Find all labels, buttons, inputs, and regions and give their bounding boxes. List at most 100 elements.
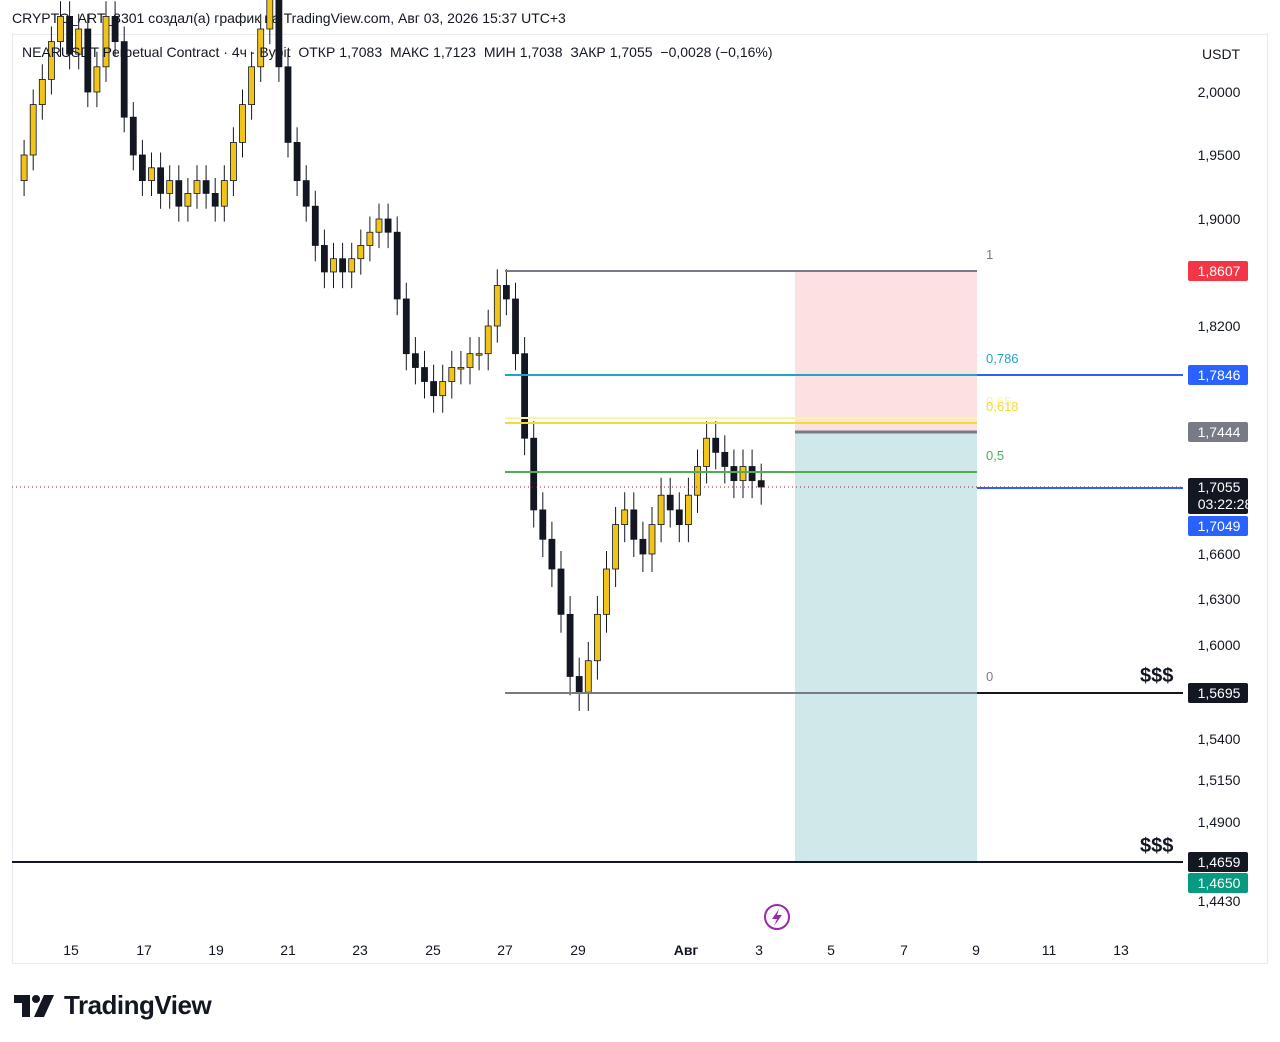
candle-body xyxy=(502,285,510,300)
x-tick-label: 29 xyxy=(570,942,586,958)
x-tick-label: 21 xyxy=(280,942,296,958)
candle-body xyxy=(48,41,55,80)
candle-body xyxy=(484,325,492,355)
candle-body xyxy=(293,141,301,181)
candle-body xyxy=(675,509,683,526)
candle-body xyxy=(339,258,347,273)
chart-frame xyxy=(12,34,1268,964)
candle-body xyxy=(311,205,319,246)
countdown-label: 03:22:28 xyxy=(1198,496,1253,512)
candle-body xyxy=(657,494,665,526)
fib-label: 1 xyxy=(986,247,993,262)
candle-body xyxy=(166,180,174,194)
candle-body xyxy=(66,15,73,55)
candle-body xyxy=(75,28,83,55)
candle-body xyxy=(630,509,638,540)
candle-body xyxy=(302,180,310,207)
y-tick-label: 1,5150 xyxy=(1198,772,1241,788)
candle-body xyxy=(211,192,219,207)
candle-body xyxy=(357,245,365,260)
candle-body xyxy=(148,167,155,182)
candle-body xyxy=(330,258,337,273)
candle-body xyxy=(229,141,237,181)
candle-body xyxy=(748,466,756,482)
candle-body xyxy=(29,104,37,156)
tradingview-logo-icon xyxy=(14,994,54,1017)
candle-body xyxy=(384,218,392,233)
candle-body xyxy=(439,381,447,397)
price-label-box xyxy=(1188,478,1248,514)
candle-body xyxy=(421,367,428,382)
candle-body xyxy=(430,381,438,397)
candle-body xyxy=(366,231,374,246)
x-tick-label: 7 xyxy=(900,942,908,958)
candle-body xyxy=(411,353,419,368)
fib-label: 0,5 xyxy=(986,448,1004,463)
candle-body xyxy=(266,0,274,30)
x-tick-label: 5 xyxy=(827,942,835,958)
price-label: 1,7049 xyxy=(1198,518,1241,534)
x-tick-label: 27 xyxy=(497,942,513,958)
candle-body xyxy=(457,367,465,370)
x-tick-label: 3 xyxy=(755,942,763,958)
candle-body xyxy=(666,494,674,511)
x-tick-label: 15 xyxy=(63,942,79,958)
price-label-box xyxy=(1188,422,1248,442)
price-label-box xyxy=(1188,852,1248,872)
open-value: 1,7083 xyxy=(339,44,383,60)
liquidity-mark: $$$ xyxy=(1140,835,1173,857)
candle-body xyxy=(448,367,456,382)
candle-body xyxy=(584,660,592,693)
candle-body xyxy=(402,298,410,355)
candle-body xyxy=(239,104,246,143)
candle-body xyxy=(721,451,729,467)
candle-body xyxy=(111,15,119,43)
candle-body xyxy=(257,28,265,68)
tradingview-logo-text: TradingView xyxy=(64,990,212,1020)
tradingview-logo[interactable]: TradingView xyxy=(14,990,212,1021)
change-value: −0,0028 (−0,16%) xyxy=(660,44,773,60)
candle-body xyxy=(320,245,328,273)
risk-zone xyxy=(795,271,977,432)
currency-label[interactable]: USDT xyxy=(1202,46,1241,62)
y-tick-label: 1,4430 xyxy=(1198,893,1241,909)
candle-body xyxy=(566,613,574,677)
x-tick-label: Авг xyxy=(674,942,699,958)
price-label: 1,7444 xyxy=(1198,424,1241,440)
candle-body xyxy=(639,538,647,555)
y-tick-label: 2,0000 xyxy=(1198,84,1241,100)
chart-attribution: CRYPTO_ART_3301 создал(а) график на Trad… xyxy=(12,10,566,26)
x-tick-label: 23 xyxy=(352,942,368,958)
low-label: МИН xyxy=(483,44,516,60)
price-label: 1,4659 xyxy=(1198,854,1241,870)
candle-body xyxy=(730,466,738,482)
symbol-name[interactable]: NEARUSDT Perpetual Contract · 4ч · Bybit xyxy=(22,44,291,60)
candle-body xyxy=(685,494,692,526)
open-label: ОТКР xyxy=(298,44,336,60)
candle-body xyxy=(348,258,356,273)
price-label-box xyxy=(1188,516,1248,536)
candle-body xyxy=(612,524,619,570)
lightning-bolt-icon xyxy=(772,909,782,926)
y-tick-label: 1,9500 xyxy=(1198,147,1241,163)
y-tick-label: 1,4900 xyxy=(1198,814,1241,830)
candle-body xyxy=(175,180,183,207)
high-label: МАКС xyxy=(390,44,430,60)
candle-body xyxy=(512,298,519,355)
x-tick-label: 13 xyxy=(1113,942,1129,958)
price-label: 1,7055 xyxy=(1198,479,1241,495)
candle-body xyxy=(548,538,556,570)
candle-body xyxy=(102,15,110,68)
close-label: ЗАКР xyxy=(570,44,606,60)
price-label: 1,8607 xyxy=(1198,263,1241,279)
candle-body xyxy=(594,613,601,662)
candle-body xyxy=(393,231,401,300)
price-label: 1,4650 xyxy=(1198,875,1241,891)
liquidity-mark: $$$ xyxy=(1140,665,1173,687)
price-label: 1,7846 xyxy=(1198,367,1241,383)
candle-body xyxy=(621,509,629,526)
candle-body xyxy=(712,437,720,453)
price-label: 1,5695 xyxy=(1198,685,1241,701)
candle-body xyxy=(493,285,501,327)
